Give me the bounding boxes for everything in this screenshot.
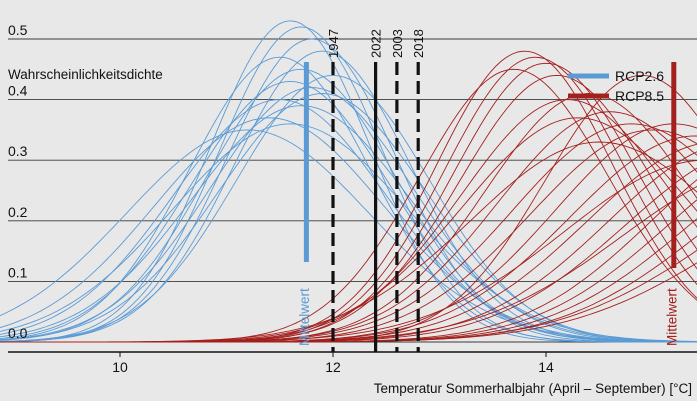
rcp85-mean-label: Mittelwert xyxy=(664,288,679,346)
rcp85-density-curve xyxy=(0,117,697,343)
y-tick-label: 0.2 xyxy=(8,204,28,220)
x-tick-label: 14 xyxy=(538,359,554,375)
x-tick-label: 12 xyxy=(325,359,341,375)
legend-label-rcp85: RCP8.5 xyxy=(615,88,664,104)
y-tick-label: 0.4 xyxy=(8,83,28,99)
rcp26-density-curve xyxy=(0,99,697,343)
y-tick-label: 0.3 xyxy=(8,143,28,159)
x-tick-labels: 101214161820 xyxy=(112,352,554,375)
y-tick-label: 0.5 xyxy=(8,22,28,38)
year-label-2003: 2003 xyxy=(390,29,405,58)
rcp85-density-curve xyxy=(0,262,697,343)
legend: RCP2.6 RCP8.5 xyxy=(568,68,664,104)
x-tick-label: 10 xyxy=(112,359,128,375)
rcp85-density-curve xyxy=(0,141,697,343)
rcp26-density-curve xyxy=(0,105,697,343)
year-label-1947: 1947 xyxy=(326,29,341,58)
mean-lines: Mittelwert Mittelwert xyxy=(297,62,679,346)
rcp26-density-curve xyxy=(0,129,697,343)
y-tick-labels: 0.0 0.1 0.2 0.3 0.4 0.5 xyxy=(8,22,28,341)
rcp26-density-curve xyxy=(0,123,697,342)
year-label-2022: 2022 xyxy=(369,29,384,58)
y-axis-title: Wahrscheinlichkeitsdichte xyxy=(8,67,163,82)
x-axis-title: Temperatur Sommerhalbjahr (April – Septe… xyxy=(374,381,692,396)
year-label-2018: 2018 xyxy=(411,29,426,58)
y-tick-label: 0.1 xyxy=(8,264,28,280)
y-tick-label: 0.0 xyxy=(8,325,28,341)
legend-label-rcp26: RCP2.6 xyxy=(615,68,664,84)
rcp26-mean-label: Mittelwert xyxy=(297,288,312,346)
rcp26-curves xyxy=(0,20,697,343)
reference-year-lines: 1947 2022 2003 2018 xyxy=(326,29,426,352)
rcp85-curves xyxy=(0,50,697,343)
rcp26-density-curve xyxy=(0,56,697,343)
